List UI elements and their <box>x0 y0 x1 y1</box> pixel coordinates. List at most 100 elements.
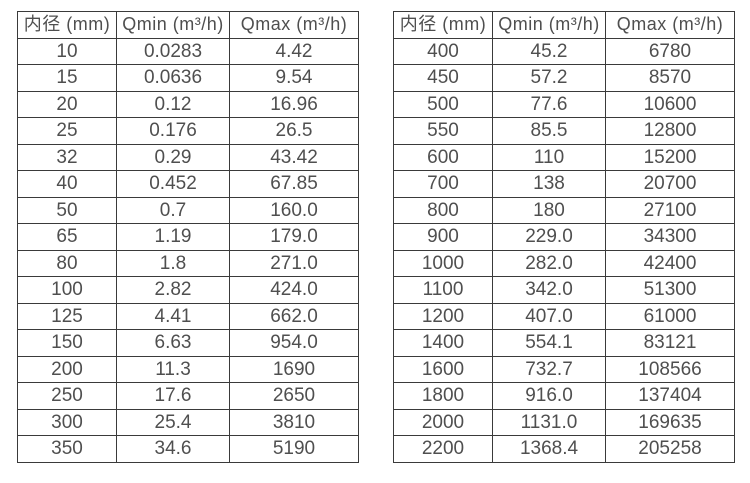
table-cell: 2000 <box>393 408 493 436</box>
table-cell: 25 <box>17 117 117 145</box>
table-cell: 42400 <box>605 249 735 277</box>
table-cell: 4.41 <box>116 302 230 330</box>
table-cell: 662.0 <box>229 302 359 330</box>
table-cell: 1100 <box>393 276 493 304</box>
table-cell: 400 <box>393 37 493 65</box>
table-cell: 9.54 <box>229 64 359 92</box>
table-cell: 3810 <box>229 408 359 436</box>
table-cell: 4.42 <box>229 37 359 65</box>
table-row: 1100 342.0 51300 <box>393 276 735 304</box>
table-cell: 8570 <box>605 64 735 92</box>
table-cell: 110 <box>492 143 606 171</box>
table-cell: 342.0 <box>492 276 606 304</box>
table-cell: 43.42 <box>229 143 359 171</box>
table-cell: 282.0 <box>492 249 606 277</box>
table-row: 100 2.82 424.0 <box>17 276 359 304</box>
table-row: 15 0.0636 9.54 <box>17 64 359 92</box>
table-cell: 0.0283 <box>116 37 230 65</box>
table-cell: 25.4 <box>116 408 230 436</box>
table-cell: 57.2 <box>492 64 606 92</box>
table-cell: 32 <box>17 143 117 171</box>
table-cell: 407.0 <box>492 302 606 330</box>
table-cell: 205258 <box>605 435 735 463</box>
table-cell: 1400 <box>393 329 493 357</box>
table-row: 350 34.6 5190 <box>17 435 359 463</box>
column-header: Qmax (m³/h) <box>605 11 735 39</box>
table-cell: 15200 <box>605 143 735 171</box>
table-cell: 180 <box>492 196 606 224</box>
table-row: 150 6.63 954.0 <box>17 329 359 357</box>
table-cell: 1800 <box>393 382 493 410</box>
table-row: 125 4.41 662.0 <box>17 302 359 330</box>
table-header: 内径 (mm) Qmin (m³/h) Qmax (m³/h) <box>17 11 359 39</box>
table-cell: 2650 <box>229 382 359 410</box>
table-row: 20 0.12 16.96 <box>17 90 359 118</box>
table-cell: 954.0 <box>229 329 359 357</box>
table-cell: 2.82 <box>116 276 230 304</box>
table-cell: 1600 <box>393 355 493 383</box>
table-cell: 61000 <box>605 302 735 330</box>
table-cell: 83121 <box>605 329 735 357</box>
table-row: 450 57.2 8570 <box>393 64 735 92</box>
table-row: 700 138 20700 <box>393 170 735 198</box>
table-cell: 1131.0 <box>492 408 606 436</box>
table-cell: 0.7 <box>116 196 230 224</box>
table-cell: 65 <box>17 223 117 251</box>
table-cell: 51300 <box>605 276 735 304</box>
header-row: 内径 (mm) Qmin (m³/h) Qmax (m³/h) <box>393 11 735 39</box>
table-header: 内径 (mm) Qmin (m³/h) Qmax (m³/h) <box>393 11 735 39</box>
table-row: 32 0.29 43.42 <box>17 143 359 171</box>
column-header: Qmax (m³/h) <box>229 11 359 39</box>
table-row: 50 0.7 160.0 <box>17 196 359 224</box>
table-row: 250 17.6 2650 <box>17 382 359 410</box>
table-row: 80 1.8 271.0 <box>17 249 359 277</box>
table-row: 800 180 27100 <box>393 196 735 224</box>
table-cell: 916.0 <box>492 382 606 410</box>
table-cell: 67.85 <box>229 170 359 198</box>
table-cell: 2200 <box>393 435 493 463</box>
table-row: 1600 732.7 108566 <box>393 355 735 383</box>
table-row: 25 0.176 26.5 <box>17 117 359 145</box>
table-cell: 6.63 <box>116 329 230 357</box>
table-row: 1400 554.1 83121 <box>393 329 735 357</box>
table-cell: 900 <box>393 223 493 251</box>
table-cell: 45.2 <box>492 37 606 65</box>
table-row: 500 77.6 10600 <box>393 90 735 118</box>
table-cell: 300 <box>17 408 117 436</box>
table-cell: 150 <box>17 329 117 357</box>
table-cell: 200 <box>17 355 117 383</box>
table-cell: 20700 <box>605 170 735 198</box>
table-row: 1200 407.0 61000 <box>393 302 735 330</box>
table-cell: 169635 <box>605 408 735 436</box>
table-cell: 350 <box>17 435 117 463</box>
table-cell: 138 <box>492 170 606 198</box>
column-header: Qmin (m³/h) <box>116 11 230 39</box>
table-cell: 550 <box>393 117 493 145</box>
table-cell: 10600 <box>605 90 735 118</box>
table-cell: 26.5 <box>229 117 359 145</box>
table-cell: 160.0 <box>229 196 359 224</box>
table-cell: 1200 <box>393 302 493 330</box>
table-cell: 179.0 <box>229 223 359 251</box>
table-row: 900 229.0 34300 <box>393 223 735 251</box>
table-cell: 1.19 <box>116 223 230 251</box>
table-cell: 0.176 <box>116 117 230 145</box>
column-header: Qmin (m³/h) <box>492 11 606 39</box>
table-cell: 1000 <box>393 249 493 277</box>
table-cell: 11.3 <box>116 355 230 383</box>
table-cell: 1.8 <box>116 249 230 277</box>
table-cell: 1690 <box>229 355 359 383</box>
table-cell: 10 <box>17 37 117 65</box>
table-cell: 137404 <box>605 382 735 410</box>
table-cell: 0.452 <box>116 170 230 198</box>
table-row: 2000 1131.0 169635 <box>393 408 735 436</box>
table-cell: 500 <box>393 90 493 118</box>
column-header: 内径 (mm) <box>17 11 117 39</box>
table-row: 1000 282.0 42400 <box>393 249 735 277</box>
flow-table-large-diameters: 内径 (mm) Qmin (m³/h) Qmax (m³/h) 400 45.2 678… <box>393 11 735 463</box>
table-row: 65 1.19 179.0 <box>17 223 359 251</box>
table-row: 40 0.452 67.85 <box>17 170 359 198</box>
table-cell: 100 <box>17 276 117 304</box>
table-cell: 554.1 <box>492 329 606 357</box>
table-cell: 732.7 <box>492 355 606 383</box>
